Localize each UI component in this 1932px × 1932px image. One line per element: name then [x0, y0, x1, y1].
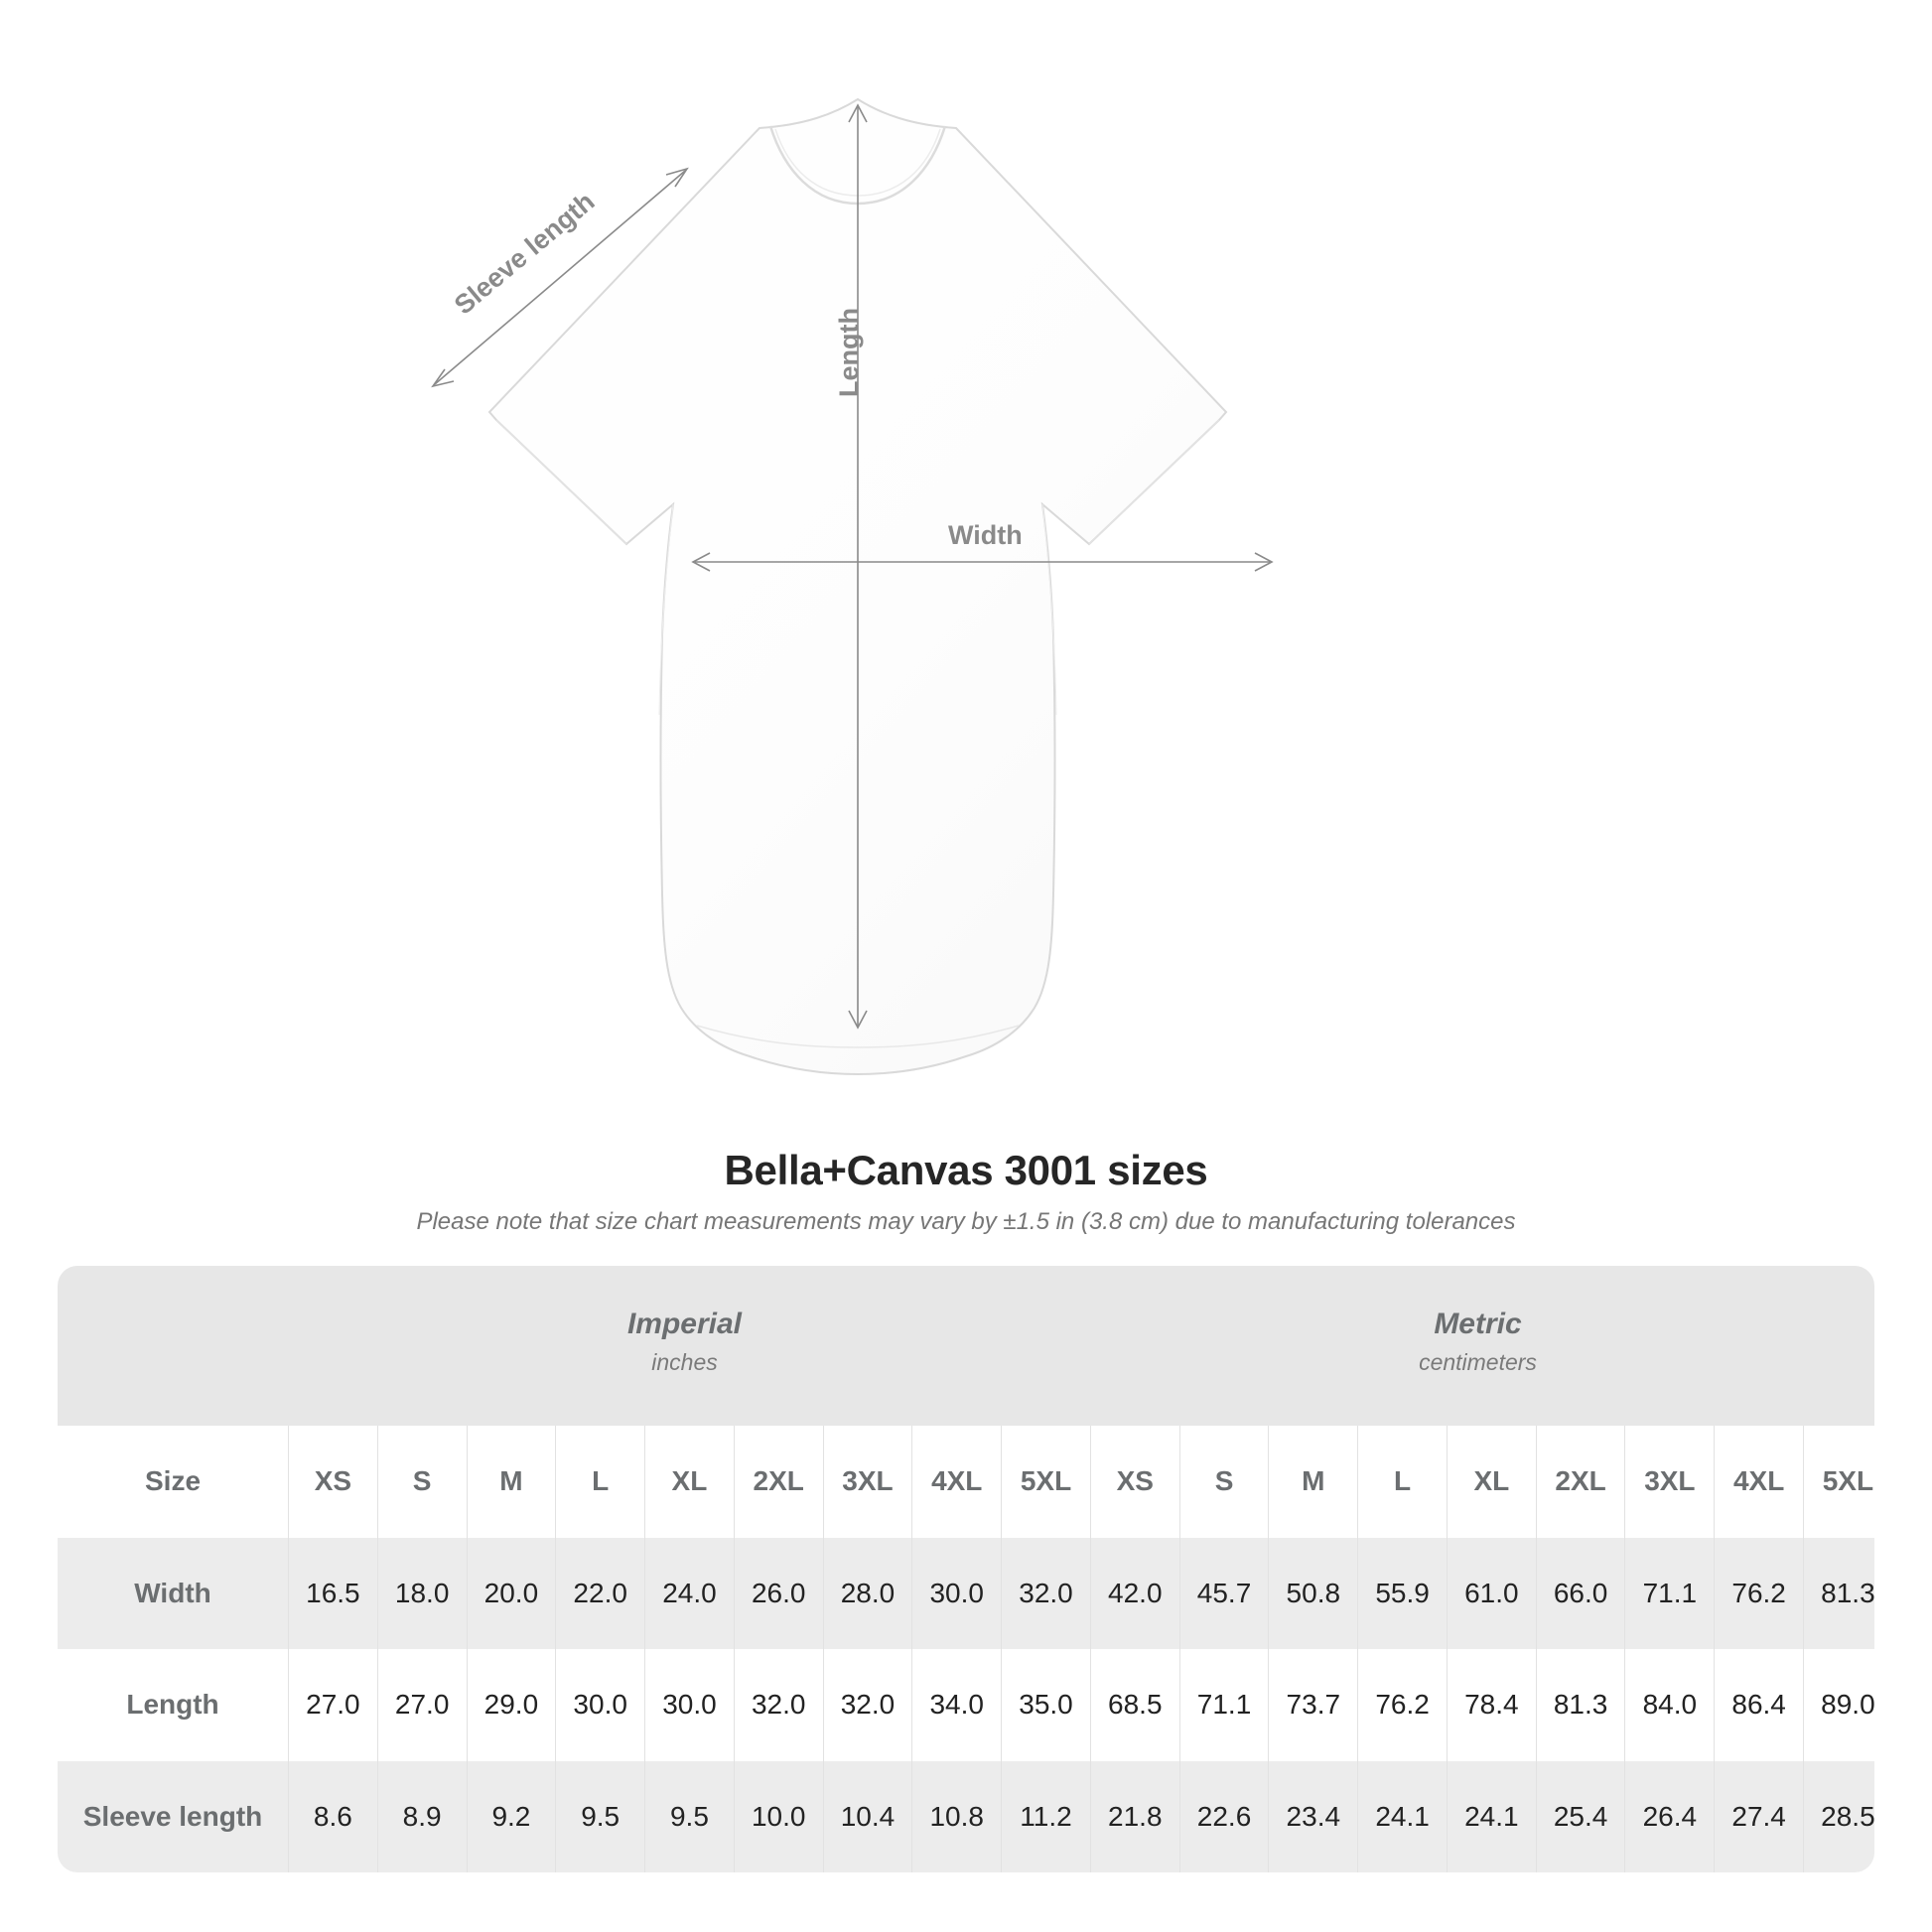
svg-text:Sleeve length: Sleeve length [449, 187, 601, 321]
svg-text:Width: Width [948, 520, 1023, 550]
svg-text:Length: Length [834, 308, 864, 397]
